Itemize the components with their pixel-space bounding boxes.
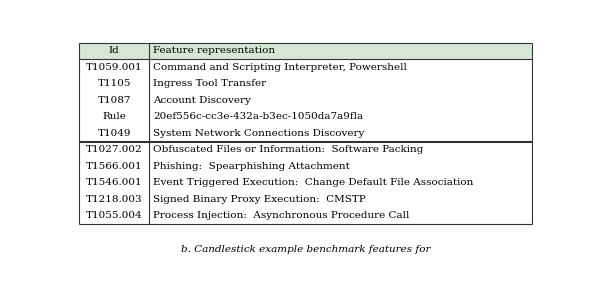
Text: Event Triggered Execution:  Change Default File Association: Event Triggered Execution: Change Defaul…: [153, 178, 473, 187]
Text: T1049: T1049: [98, 129, 131, 138]
Text: 20ef556c-cc3e-432a-b3ec-1050da7a9fla: 20ef556c-cc3e-432a-b3ec-1050da7a9fla: [153, 112, 363, 121]
Text: Process Injection:  Asynchronous Procedure Call: Process Injection: Asynchronous Procedur…: [153, 211, 409, 220]
Text: T1566.001: T1566.001: [86, 162, 142, 171]
Text: Rule: Rule: [103, 112, 126, 121]
Text: T1059.001: T1059.001: [86, 63, 142, 72]
Text: Account Discovery: Account Discovery: [153, 96, 251, 105]
Text: Ingress Tool Transfer: Ingress Tool Transfer: [153, 79, 266, 88]
Text: T1055.004: T1055.004: [86, 211, 142, 220]
Text: T1218.003: T1218.003: [86, 195, 142, 204]
Text: T1027.002: T1027.002: [86, 145, 142, 154]
Text: Feature representation: Feature representation: [153, 46, 275, 55]
Text: Command and Scripting Interpreter, Powershell: Command and Scripting Interpreter, Power…: [153, 63, 407, 72]
Text: T1087: T1087: [98, 96, 131, 105]
Text: T1105: T1105: [98, 79, 131, 88]
Text: Obfuscated Files or Information:  Software Packing: Obfuscated Files or Information: Softwar…: [153, 145, 423, 154]
Text: System Network Connections Discovery: System Network Connections Discovery: [153, 129, 364, 138]
Text: b. Candlestick example benchmark features for: b. Candlestick example benchmark feature…: [181, 245, 430, 254]
Text: Id: Id: [109, 46, 120, 55]
Bar: [79, 43, 532, 59]
Text: Phishing:  Spearphishing Attachment: Phishing: Spearphishing Attachment: [153, 162, 350, 171]
Text: T1546.001: T1546.001: [86, 178, 142, 187]
Text: Signed Binary Proxy Execution:  CMSTP: Signed Binary Proxy Execution: CMSTP: [153, 195, 366, 204]
